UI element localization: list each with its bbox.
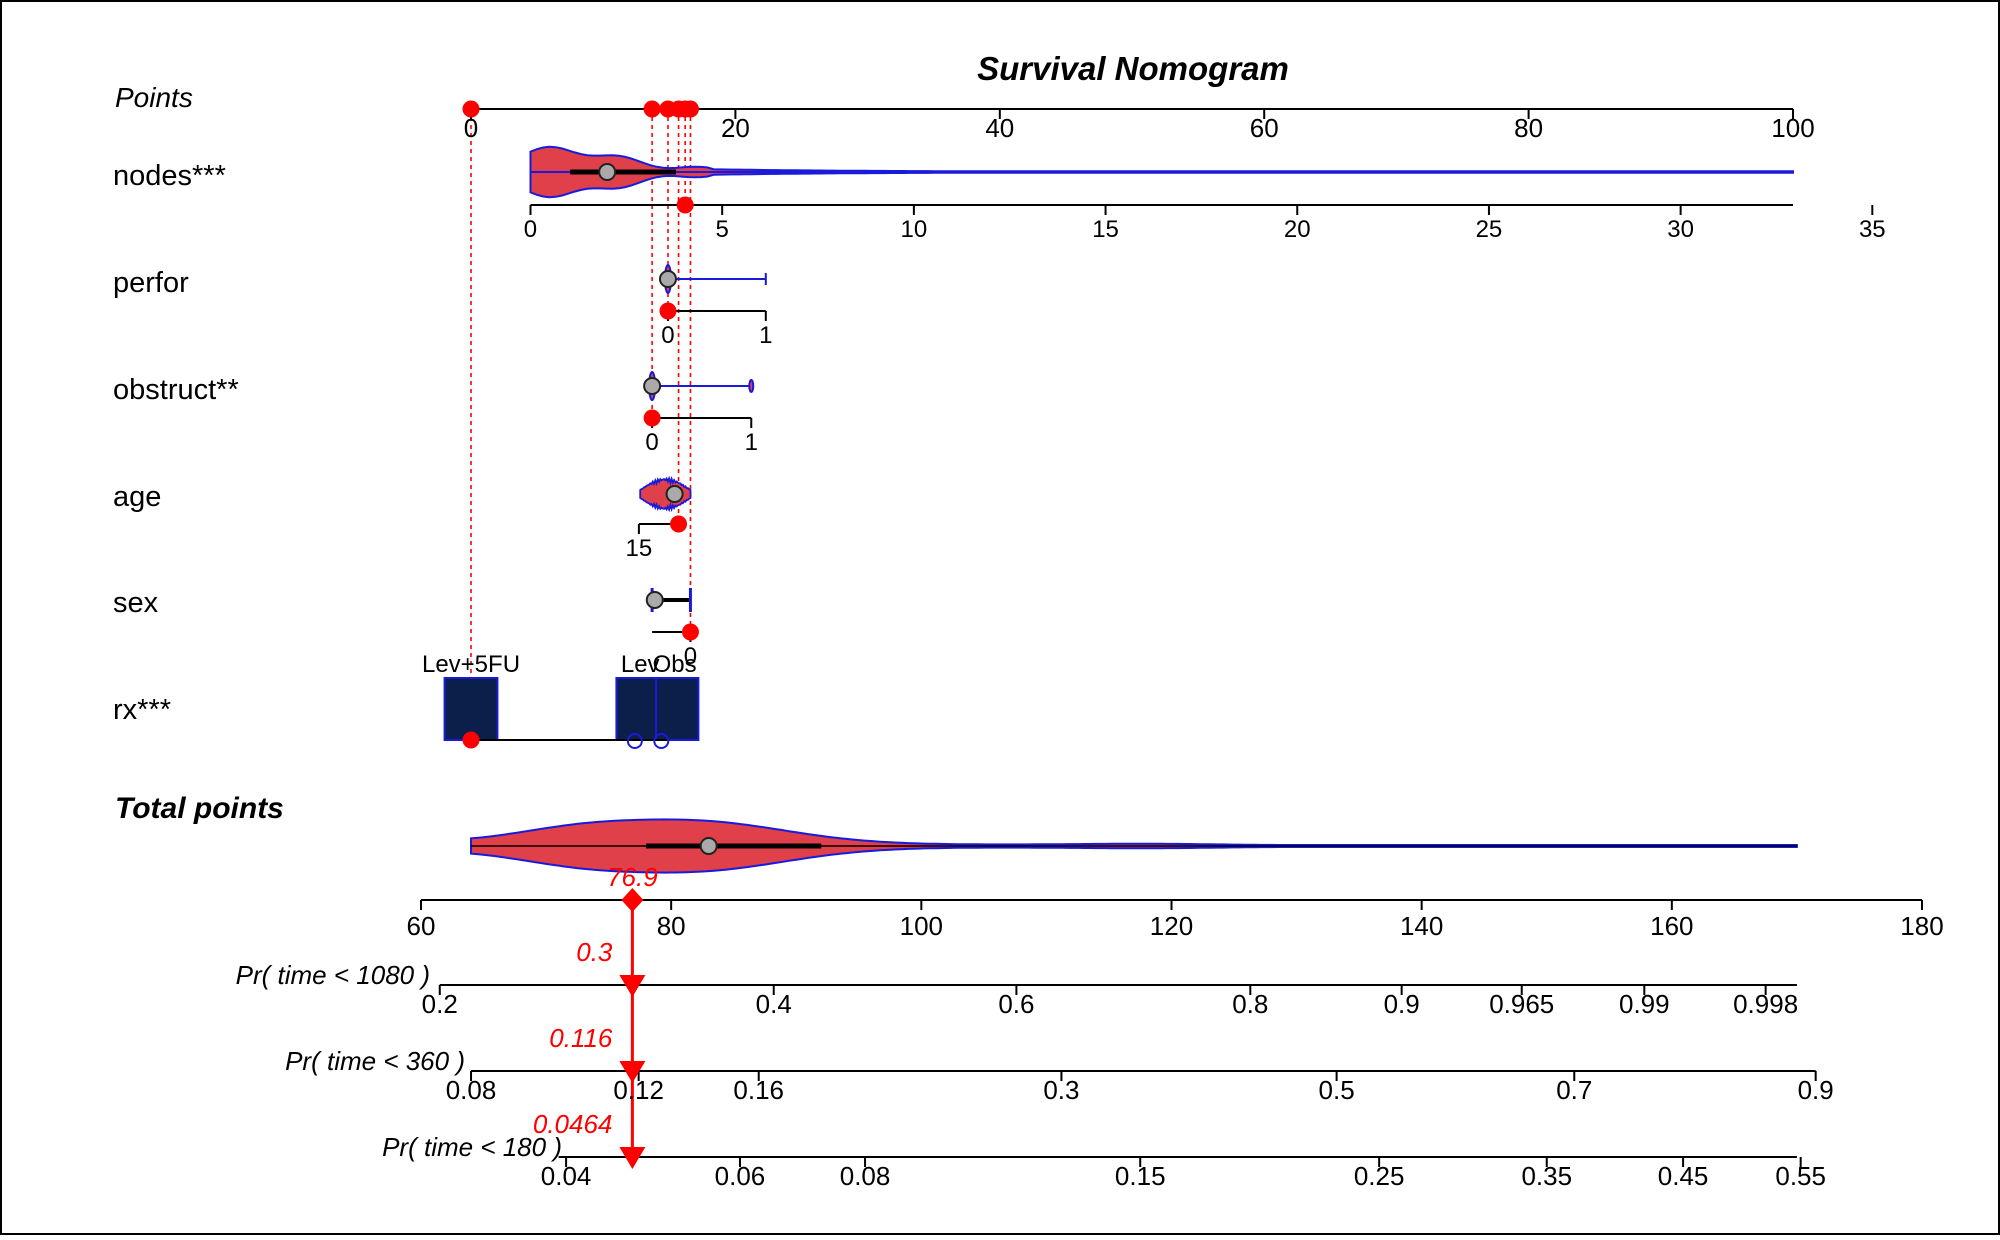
points-axis-selected-point bbox=[643, 100, 661, 118]
probability-tick-label: 0.9 bbox=[1384, 989, 1420, 1019]
rx-selected-point bbox=[462, 731, 480, 749]
variable-tick-label: 15 bbox=[1092, 216, 1119, 243]
variable-tick-label: 0 bbox=[645, 429, 658, 456]
probability-tick-label: 0.08 bbox=[840, 1161, 891, 1191]
variable-tick-label: 10 bbox=[901, 216, 928, 243]
probability-tick-label: 0.08 bbox=[446, 1075, 497, 1105]
rx-level-label: Obs bbox=[653, 651, 697, 678]
obstruct-violin-tail bbox=[748, 379, 755, 393]
variable-median-dot bbox=[665, 485, 684, 503]
probability-selected-marker bbox=[619, 1147, 646, 1169]
variable-label: rx*** bbox=[113, 694, 171, 726]
variable-tick-label: 25 bbox=[1476, 216, 1503, 243]
variable-tick-label: 5 bbox=[716, 216, 729, 243]
total-points-median-dot bbox=[699, 837, 718, 855]
variable-selected-point bbox=[681, 623, 699, 641]
probability-selected-value: 0.0464 bbox=[533, 1109, 613, 1139]
probability-tick-label: 0.99 bbox=[1619, 989, 1670, 1019]
variable-tick-label: 0 bbox=[684, 643, 697, 670]
variable-tick-label: 30 bbox=[1667, 216, 1694, 243]
rx-level-label: Lev+5FU bbox=[422, 651, 520, 678]
total-selected-diamond bbox=[621, 888, 644, 912]
rx-level-marker bbox=[626, 733, 643, 749]
variable-tick-label: 1 bbox=[759, 322, 772, 349]
total-points-label: Total points bbox=[115, 792, 284, 825]
probability-tick-label: 0.7 bbox=[1556, 1075, 1592, 1105]
variable-tick-label: 35 bbox=[1859, 216, 1886, 243]
rx-level-box bbox=[443, 677, 499, 741]
probability-tick-label: 0.9 bbox=[1798, 1075, 1834, 1105]
rx-level-box bbox=[615, 677, 660, 741]
points-tick-label: 40 bbox=[985, 113, 1014, 143]
total-points-tick-label: 100 bbox=[900, 911, 943, 941]
total-selected-value: 76.9 bbox=[607, 862, 658, 892]
probability-tick-label: 0.3 bbox=[1043, 1075, 1079, 1105]
probability-tick-label: 0.4 bbox=[756, 989, 792, 1019]
variable-median-dot bbox=[645, 591, 664, 609]
variable-selected-point bbox=[659, 302, 677, 320]
variable-median-dot bbox=[658, 270, 677, 288]
probability-tick-label: 0.2 bbox=[422, 989, 458, 1019]
probability-tick-label: 0.998 bbox=[1733, 989, 1798, 1019]
probability-selected-marker bbox=[619, 975, 646, 997]
variable-selected-point bbox=[676, 196, 694, 214]
total-points-tick-label: 140 bbox=[1400, 911, 1443, 941]
variable-tick-label: 0 bbox=[524, 216, 537, 243]
probability-tick-label: 0.8 bbox=[1232, 989, 1268, 1019]
probability-tick-label: 0.965 bbox=[1489, 989, 1554, 1019]
points-tick-label: 80 bbox=[1514, 113, 1543, 143]
variable-median-dot bbox=[598, 163, 617, 181]
points-tick-label: 20 bbox=[721, 113, 750, 143]
probability-tick-label: 0.15 bbox=[1115, 1161, 1166, 1191]
probability-selected-marker bbox=[619, 1061, 646, 1083]
probability-tick-label: 0.16 bbox=[733, 1075, 784, 1105]
probability-axis-label: Pr( time < 180 ) bbox=[382, 1132, 562, 1162]
total-points-tick-label: 120 bbox=[1150, 911, 1193, 941]
probability-tick-label: 0.55 bbox=[1775, 1161, 1826, 1191]
rx-level-marker bbox=[653, 733, 670, 749]
variable-label: sex bbox=[113, 587, 159, 619]
probability-axis-label: Pr( time < 1080 ) bbox=[236, 960, 430, 990]
points-axis-selected-point bbox=[670, 100, 688, 118]
variable-median-dot bbox=[643, 377, 662, 395]
variable-selected-point bbox=[670, 515, 688, 533]
variable-tick-label: 15 bbox=[626, 535, 653, 562]
rx-level-box bbox=[655, 677, 700, 741]
probability-tick-label: 0.6 bbox=[998, 989, 1034, 1019]
probability-selected-value: 0.3 bbox=[576, 937, 613, 967]
variable-label: nodes*** bbox=[113, 160, 226, 192]
variable-selected-point bbox=[643, 409, 661, 427]
points-axis-label: Points bbox=[115, 82, 193, 113]
probability-selected-value: 0.116 bbox=[549, 1023, 613, 1053]
points-tick-label: 0 bbox=[464, 113, 478, 143]
variable-label: obstruct** bbox=[113, 374, 239, 406]
variable-tick-label: 20 bbox=[1284, 216, 1311, 243]
total-points-tick-label: 160 bbox=[1650, 911, 1693, 941]
chart-title: Survival Nomogram bbox=[977, 50, 1289, 87]
rx-level-label: Lev bbox=[621, 651, 660, 678]
points-tick-label: 60 bbox=[1250, 113, 1279, 143]
variable-label: perfor bbox=[113, 267, 189, 299]
variable-tick-label: 1 bbox=[745, 429, 758, 456]
probability-tick-label: 0.04 bbox=[541, 1161, 592, 1191]
points-tick-label: 100 bbox=[1771, 113, 1814, 143]
points-axis-selected-point bbox=[462, 100, 480, 118]
variable-tick-label: 0 bbox=[661, 322, 674, 349]
probability-tick-label: 0.35 bbox=[1521, 1161, 1572, 1191]
total-points-tick-label: 60 bbox=[407, 911, 436, 941]
points-axis-selected-point bbox=[681, 100, 699, 118]
total-points-tick-label: 180 bbox=[1900, 911, 1943, 941]
probability-tick-label: 0.45 bbox=[1658, 1161, 1709, 1191]
probability-tick-label: 0.12 bbox=[613, 1075, 664, 1105]
total-points-tick-label: 80 bbox=[657, 911, 686, 941]
variable-label: age bbox=[113, 481, 161, 513]
probability-axis-label: Pr( time < 360 ) bbox=[285, 1046, 465, 1076]
probability-tick-label: 0.06 bbox=[715, 1161, 766, 1191]
probability-tick-label: 0.5 bbox=[1319, 1075, 1355, 1105]
probability-tick-label: 0.25 bbox=[1354, 1161, 1405, 1191]
